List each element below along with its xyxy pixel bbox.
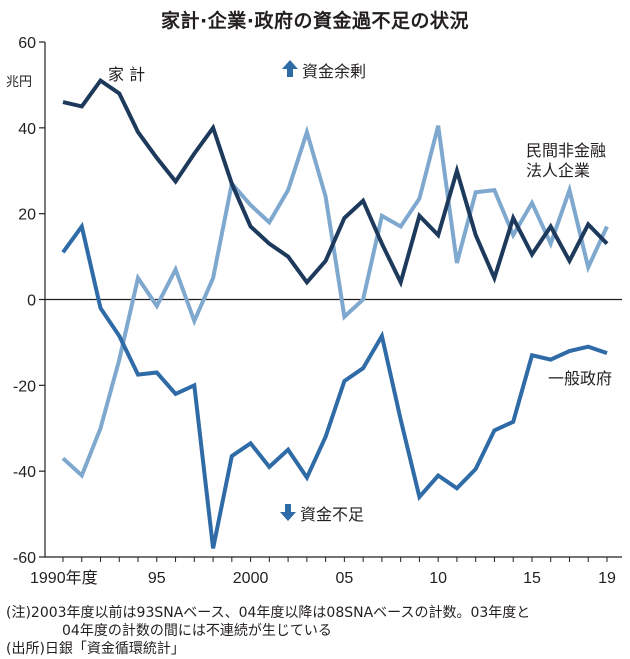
deficit-annotation: 資金不足 xyxy=(280,504,364,524)
series-line-government xyxy=(61,221,608,549)
series-line-household xyxy=(62,77,609,288)
y-tick-label: 0 xyxy=(27,293,36,310)
surplus-annotation: 資金余剰 xyxy=(282,60,366,81)
footnote-line2: 04年度の計数の間には不連続が生じている xyxy=(62,623,332,639)
y-tick-label: 40 xyxy=(18,121,36,138)
x-tick-label: 05 xyxy=(335,570,353,587)
series-label-household: 家 計 xyxy=(108,65,145,84)
series-lines xyxy=(61,77,609,549)
deficit-label: 資金不足 xyxy=(300,505,364,524)
series-line-corporate xyxy=(61,125,609,479)
surplus-label: 資金余剰 xyxy=(302,62,366,81)
chart-title: 家計·企業·政府の資金過不足の状況 xyxy=(161,10,469,32)
x-tick-label: 1990年度 xyxy=(30,569,98,587)
y-tick-label: -60 xyxy=(13,550,36,567)
series-label-corporate-line2: 法人企業 xyxy=(526,161,590,180)
source-note: (出所)日銀「資金循環統計」 xyxy=(6,641,185,657)
footnote-line1: (注)2003年度以前は93SNAベース、04年度以降は08SNAベースの計数。… xyxy=(6,605,531,621)
line-chart: -60 -40 -20 0 20 40 60 1990年度 95 2000 05 10 15 19 兆円… xyxy=(6,35,622,587)
x-tick-label: 2000 xyxy=(233,570,269,587)
x-tick-label: 15 xyxy=(523,570,541,587)
y-tick-label: -20 xyxy=(13,378,36,395)
y-tick-label: -40 xyxy=(13,464,36,481)
y-tick-label: 20 xyxy=(18,207,36,224)
y-axis-unit: 兆円 xyxy=(6,75,32,90)
series-label-government: 一般政府 xyxy=(548,369,612,388)
down-arrow-icon xyxy=(280,504,296,521)
up-arrow-icon xyxy=(282,60,298,77)
x-tick-label: 19 xyxy=(598,570,616,587)
series-label-corporate-line1: 民間非金融 xyxy=(526,141,606,160)
y-tick-label: 60 xyxy=(18,35,36,52)
x-tick-label: 10 xyxy=(429,570,447,587)
x-tick-label: 95 xyxy=(148,570,166,587)
x-tick-labels: 1990年度 95 2000 05 10 15 19 xyxy=(30,557,616,587)
y-tick-labels: -60 -40 -20 0 20 40 60 xyxy=(13,35,45,567)
